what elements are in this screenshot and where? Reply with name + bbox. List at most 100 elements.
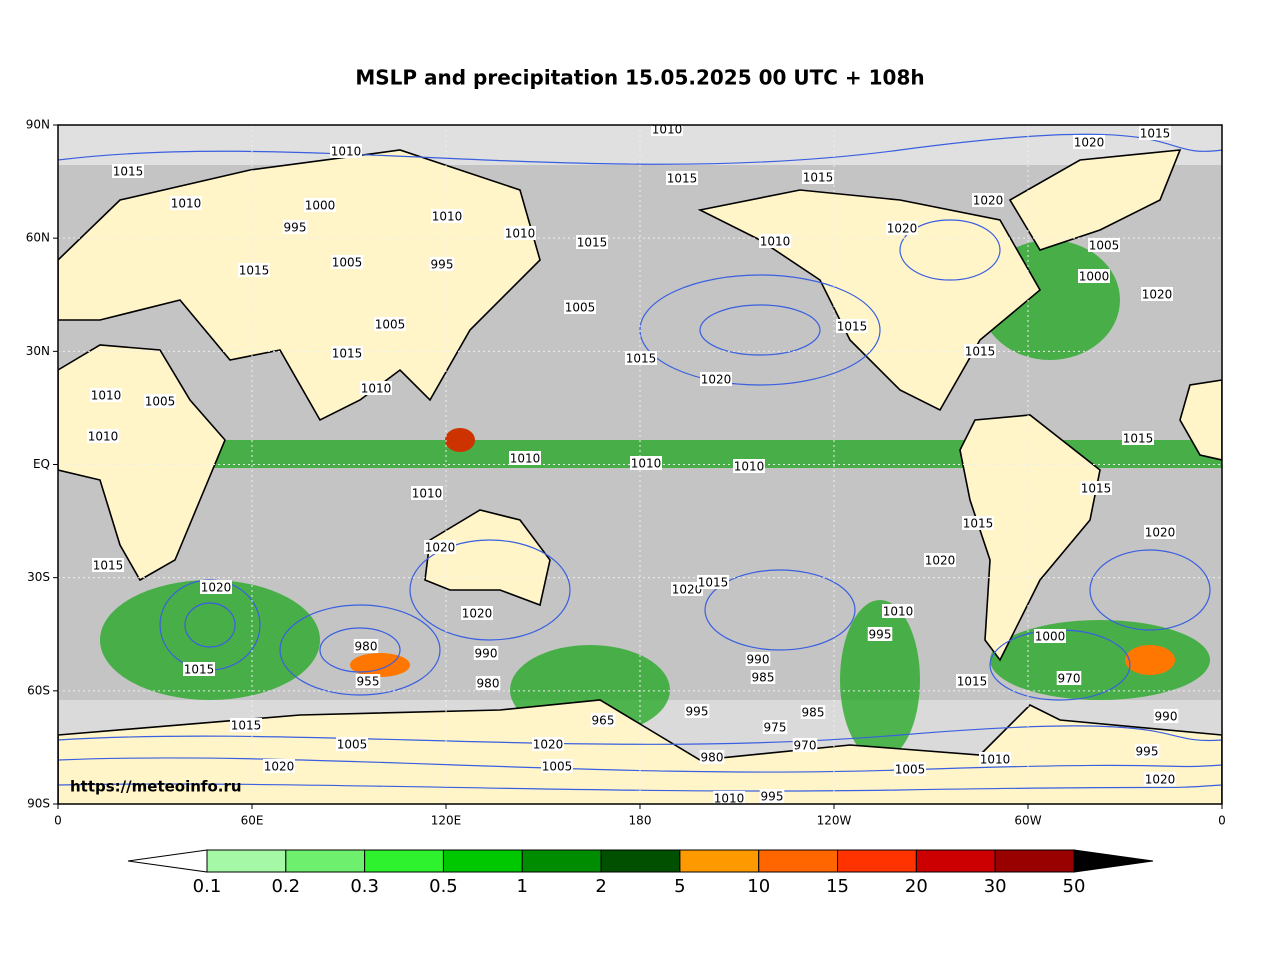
isobar-label: 1000	[1079, 270, 1110, 284]
isobar-label: 1010	[510, 452, 541, 466]
isobar-label-box	[972, 193, 1004, 207]
isobar-label: 1010	[631, 457, 662, 471]
isobar-label: 1015	[698, 576, 729, 590]
isobar-label: 1020	[1074, 136, 1105, 150]
isobar-label-box	[475, 676, 501, 690]
isobar-label: 1000	[1035, 630, 1066, 644]
isobar-label-box	[1141, 287, 1173, 301]
isobar-label: 1020	[973, 194, 1004, 208]
isobar-label: 985	[752, 671, 775, 685]
isobar-label-box	[336, 737, 368, 751]
x-tick-label: 60W	[1014, 814, 1041, 828]
isobar-label: 1010	[171, 197, 202, 211]
isobar-label: 1020	[425, 541, 456, 555]
colorbar-label: 50	[1063, 876, 1086, 897]
y-tick-label: 90S	[27, 797, 50, 811]
heavy-precip	[350, 653, 410, 677]
isobar-label-box	[576, 235, 608, 249]
isobar-label: 985	[802, 706, 825, 720]
isobar-label-box	[374, 317, 406, 331]
colorbar-box	[758, 849, 839, 873]
south-america	[959, 414, 1101, 662]
isobar-label-box	[700, 372, 732, 386]
colorbar-label: 1	[517, 876, 528, 897]
isobar-label: 1010	[91, 389, 122, 403]
isobar-label: 1020	[1142, 288, 1173, 302]
y-tick-label: 60N	[26, 231, 50, 245]
isobar-label-box	[509, 451, 541, 465]
isobar-label: 1010	[412, 487, 443, 501]
isobar-label-box	[590, 713, 616, 727]
isobar-label: 995	[869, 628, 892, 642]
west-africa	[1179, 379, 1222, 461]
isobar-label-box	[894, 762, 926, 776]
isobar-label-box	[762, 720, 788, 734]
source-url: https://meteoinfo.ru	[70, 778, 242, 796]
isobar-label: 1005	[542, 760, 573, 774]
colorbar-label: 5	[674, 876, 685, 897]
isobar-label-box	[699, 750, 725, 764]
isobar-label: 1005	[895, 763, 926, 777]
isobar-label: 1015	[1123, 432, 1154, 446]
colorbar-label: 10	[747, 876, 770, 897]
y-tick-label: 30N	[26, 344, 50, 358]
isobar-label-box	[1144, 772, 1176, 786]
isobar-label-box	[144, 394, 176, 408]
isobar	[409, 539, 571, 641]
colorbar-box	[442, 849, 523, 873]
isobar-label-box	[461, 606, 493, 620]
isobar-label-box	[429, 257, 455, 271]
greenland	[1008, 149, 1182, 251]
isobar-label: 1015	[231, 719, 262, 733]
isobar-label: 1005	[337, 738, 368, 752]
isobar-label: 1005	[332, 256, 363, 270]
isobar	[58, 783, 1222, 792]
isobar	[1089, 549, 1211, 631]
colorbar-under	[127, 849, 208, 873]
isobar-label-box	[697, 575, 729, 589]
x-tick-label: 0	[54, 814, 62, 828]
isobar-label-box	[411, 486, 443, 500]
colorbar-label: 0.5	[429, 876, 458, 897]
isobar-label: 1020	[1145, 773, 1176, 787]
colorbar-box	[206, 849, 287, 873]
isobar-label: 1010	[331, 145, 362, 159]
precip	[990, 620, 1210, 700]
x-tick-label: 0	[1218, 814, 1226, 828]
isobar-label: 1020	[264, 760, 295, 774]
isobar-label: 1010	[432, 210, 463, 224]
isobar-label: 970	[1058, 672, 1081, 686]
colorbar: 0.1 0.2 0.3 0.5 1 2 5 10 15 20 30 50	[127, 849, 1154, 897]
isobar-label: 990	[747, 653, 770, 667]
isobar-label-box	[353, 639, 379, 653]
colorbar-box	[994, 849, 1075, 873]
colorbar-box	[364, 849, 444, 873]
title: MSLP and precipitation 15.05.2025 00 UTC…	[355, 66, 924, 90]
isobar-label: 980	[355, 640, 378, 654]
isobar-label-box	[92, 558, 124, 572]
isobar-label-box	[956, 674, 988, 688]
isobar-label: 1020	[201, 581, 232, 595]
isobar-label: 1015	[626, 352, 657, 366]
isobar	[704, 569, 856, 651]
isobar-label: 955	[357, 675, 380, 689]
isobar-label-box	[112, 164, 144, 178]
isobar-label-box	[962, 516, 994, 530]
isobar-label: 1020	[672, 583, 703, 597]
isobar-label-box	[625, 351, 657, 365]
isobar-label: 1020	[925, 554, 956, 568]
isobar-label-box	[836, 319, 868, 333]
isobar-label: 1015	[667, 172, 698, 186]
isobar-label: 1010	[734, 460, 765, 474]
isobar-label-box	[330, 144, 362, 158]
isobar-label-box	[745, 652, 771, 666]
isobar-label: 990	[475, 647, 498, 661]
colorbar-label: 0.2	[271, 876, 300, 897]
isobar-label: 1015	[577, 236, 608, 250]
isobar-label-box	[1134, 744, 1160, 758]
isobar-label-box	[564, 300, 596, 314]
isobar-label: 1015	[963, 517, 994, 531]
isobar-label: 1015	[965, 345, 996, 359]
